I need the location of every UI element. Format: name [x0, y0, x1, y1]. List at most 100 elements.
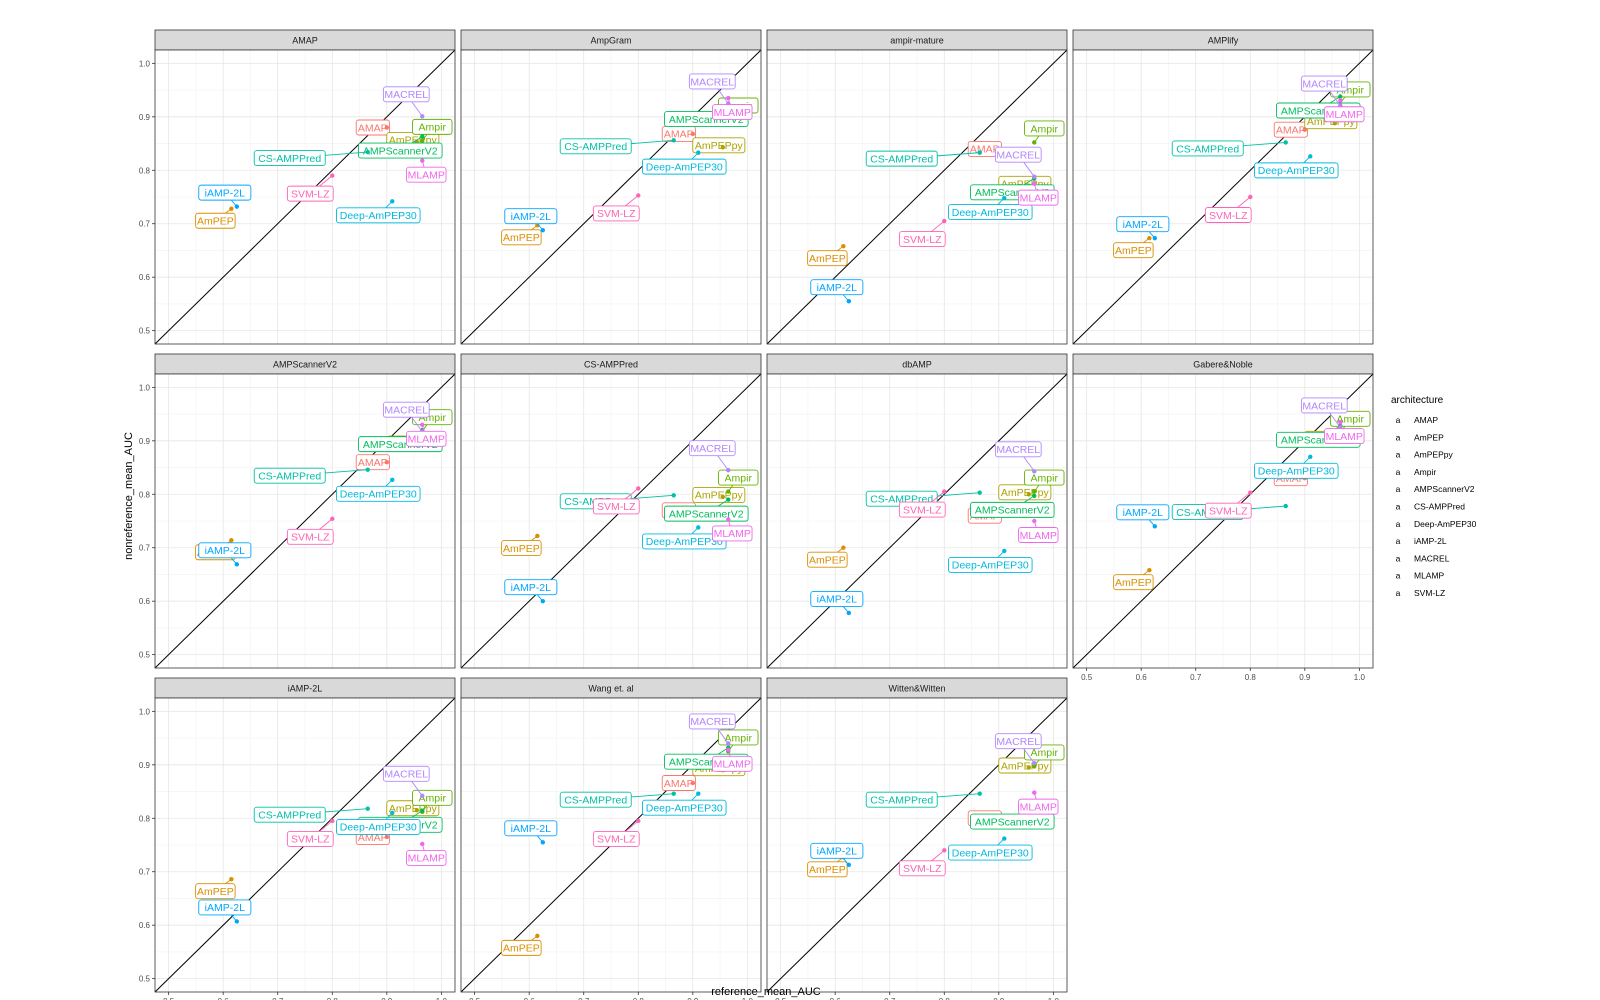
data-label: MACREL [384, 89, 428, 101]
x-tick-label: 0.6 [524, 997, 536, 1000]
data-point [535, 933, 540, 939]
data-label-box [712, 755, 753, 772]
data-point [1032, 761, 1037, 766]
x-tick-label: 1.0 [742, 997, 754, 1000]
data-label-box [948, 844, 1033, 861]
data-point [846, 299, 852, 304]
data-point [696, 791, 701, 796]
data-label: MLAMP [1020, 801, 1057, 813]
legend-label: AMAP [1414, 415, 1438, 425]
panel-border [154, 697, 456, 993]
data-point [690, 131, 696, 137]
data-label: SVM-LZ [1209, 505, 1248, 517]
data-point [1338, 94, 1343, 99]
facet-panel: iAMP-2LAMAPAmPEPAmPEPpyAmpirAMPScannerV2… [139, 677, 456, 1000]
identity-line [1072, 49, 1374, 345]
data-point [420, 114, 425, 119]
x-tick-label: 0.7 [1190, 673, 1202, 682]
facet-title: ampir-mature [890, 36, 944, 46]
panel-border [460, 373, 762, 669]
facet-panels: AMAPAMAPAmPEPAmPEPpyAmpirAMPScannerV2CS-… [139, 29, 1374, 1000]
data-point [234, 919, 240, 924]
data-label: SVM-LZ [903, 234, 942, 246]
x-tick-label: 0.7 [272, 997, 284, 1000]
data-label: Deep-AmPEP30 [952, 847, 1029, 859]
data-point [384, 834, 390, 840]
data-label-box [253, 150, 326, 167]
x-axis-title: reference_mean_AUC [711, 986, 821, 998]
data-point [1152, 235, 1158, 241]
y-tick-label: 0.8 [139, 490, 151, 499]
data-label-box [865, 791, 938, 808]
data-label-box [692, 486, 746, 503]
x-tick-label: 1.0 [1354, 673, 1366, 682]
data-point [420, 138, 425, 144]
data-point [841, 243, 846, 249]
data-label: MLAMP [714, 528, 751, 540]
data-point [942, 489, 947, 494]
data-label-box [198, 542, 252, 559]
data-point [535, 223, 540, 228]
data-point [726, 741, 731, 746]
x-tick-label: 0.9 [1299, 673, 1311, 682]
facet-panel: AMPScannerV2AMAPAmPEPAmPEPpyAmpirAMPScan… [139, 353, 456, 669]
data-label-box [1113, 242, 1154, 259]
data-label: MACREL [1302, 78, 1346, 90]
legend-key: a [1396, 484, 1401, 494]
data-label: Ampir [725, 472, 753, 484]
data-label: iAMP-2L [817, 594, 857, 606]
data-point [234, 562, 240, 567]
data-label-box [501, 939, 542, 956]
x-tick-label: 0.5 [775, 997, 787, 1000]
data-point [841, 545, 846, 550]
data-label-box [1171, 140, 1244, 157]
data-label-box [994, 146, 1042, 163]
data-label-box [382, 86, 430, 103]
data-point [1002, 836, 1007, 841]
legend-key: a [1396, 502, 1401, 512]
data-label-box [195, 212, 236, 229]
data-point [540, 227, 546, 233]
data-label: MLAMP [408, 434, 445, 446]
data-label-box [712, 525, 753, 542]
y-tick-label: 0.9 [139, 113, 151, 122]
y-tick-label: 0.7 [139, 868, 151, 877]
x-tick-label: 0.9 [381, 997, 393, 1000]
data-point [390, 199, 395, 204]
panel-border [1072, 373, 1374, 669]
data-label-box [807, 861, 848, 878]
identity-line [1072, 373, 1374, 669]
data-label-box [1116, 216, 1170, 233]
data-label-box [688, 713, 736, 730]
data-label-box [970, 813, 1055, 830]
y-tick-label: 0.6 [139, 921, 151, 930]
legend: architecture a AMAP a AmPEP a AmPEPpy a Ampir a A… [1391, 395, 1477, 598]
identity-line [766, 373, 1068, 669]
data-point [696, 525, 701, 530]
data-label: AMPScannerV2 [975, 816, 1050, 828]
data-label-box [1254, 462, 1339, 479]
data-point [384, 460, 390, 465]
legend-label: MACREL [1414, 553, 1450, 563]
data-label: MACREL [1302, 400, 1346, 412]
data-label: iAMP-2L [511, 211, 551, 223]
data-label: SVM-LZ [597, 208, 636, 220]
data-point [535, 533, 540, 539]
data-point [1032, 174, 1037, 179]
data-label-box [948, 204, 1033, 221]
data-label: Deep-AmPEP30 [1258, 165, 1335, 177]
data-label: AMPScannerV2 [669, 508, 744, 520]
data-label-box [1113, 574, 1154, 591]
data-point [390, 810, 395, 816]
y-tick-label: 0.9 [139, 761, 151, 770]
data-point [726, 468, 731, 473]
data-label: iAMP-2L [205, 545, 245, 557]
x-tick-label: 0.9 [993, 997, 1005, 1000]
data-label: AmPEPpy [1001, 487, 1050, 499]
data-label-box [198, 899, 252, 916]
data-point [1032, 181, 1037, 186]
data-label: MACREL [690, 716, 734, 728]
data-label-box [642, 158, 727, 175]
data-point [330, 173, 335, 178]
data-label: SVM-LZ [597, 501, 636, 513]
